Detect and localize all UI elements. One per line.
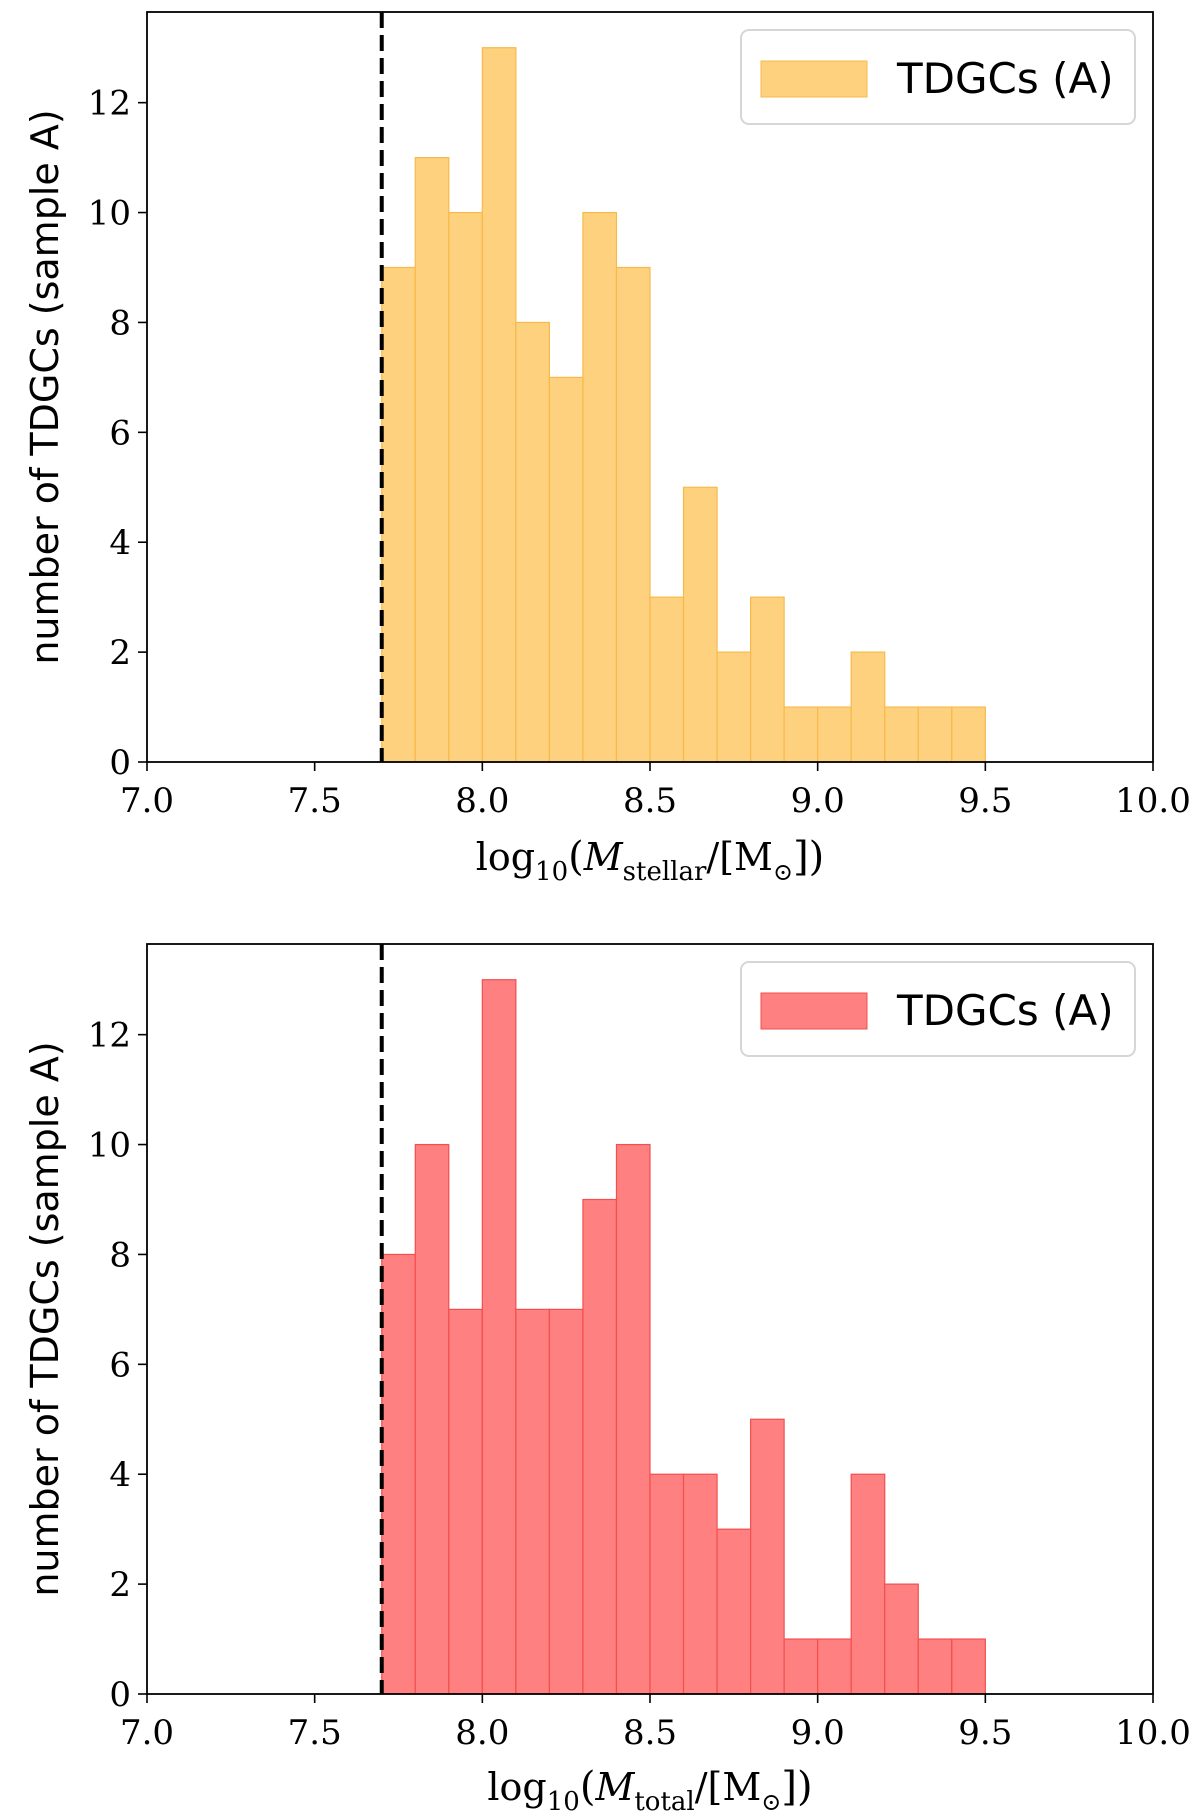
histogram-bar [917, 1638, 953, 1695]
histogram-bar [850, 651, 886, 763]
histogram-bar [783, 1638, 819, 1695]
histogram-bar [515, 321, 550, 763]
histogram-bar [682, 486, 718, 763]
histogram-bar [649, 1473, 685, 1695]
histogram-bar [448, 1308, 483, 1695]
histogram-bar [414, 157, 450, 763]
x-axis-label: log10(Mtotal/[M⊙]) [487, 1764, 812, 1816]
y-tick-label: 8 [109, 303, 131, 343]
x-tick-label: 9.5 [958, 781, 1012, 821]
histogram-bar [951, 706, 986, 763]
y-tick-label: 10 [88, 194, 131, 234]
y-tick-label: 10 [88, 1126, 131, 1166]
x-tick-label: 9.0 [791, 781, 845, 821]
histogram-bar [649, 596, 685, 763]
histogram-bar [414, 1143, 450, 1695]
y-tick-label: 4 [109, 523, 131, 563]
histogram-bar [515, 1308, 550, 1695]
histogram-bar [817, 1638, 852, 1695]
histogram-bar [381, 266, 416, 763]
y-axis-label: number of TDGCs (sample A) [23, 109, 67, 664]
y-tick-label: 6 [109, 413, 131, 453]
legend-box [740, 961, 1136, 1057]
legend-label: TDGCs (A) [896, 986, 1114, 1035]
y-tick-label: 8 [109, 1235, 131, 1275]
x-tick-label: 8.5 [623, 1713, 677, 1753]
histogram-bar [615, 266, 651, 763]
histogram-bar [682, 1473, 718, 1695]
histogram-bar [783, 706, 819, 763]
y-tick-label: 4 [109, 1455, 131, 1495]
histogram-bar [448, 211, 483, 763]
histogram-bar [749, 596, 785, 763]
histogram-bar [481, 47, 517, 763]
legend-box [740, 29, 1136, 125]
y-tick-label: 12 [88, 84, 131, 124]
x-tick-label: 7.5 [288, 1713, 342, 1753]
x-tick-label: 10.0 [1115, 1713, 1191, 1753]
chart-panel-1: 7.0 7.5 8.0 8.5 9.0 9.5 10.0 0 2 4 6 8 10 12 number of… [23, 11, 1191, 887]
histogram-bar [817, 706, 852, 763]
histogram-bar [749, 1418, 785, 1695]
y-tick-label: 2 [109, 633, 131, 673]
y-tick-label: 12 [88, 1016, 131, 1056]
x-tick-label: 8.0 [455, 781, 509, 821]
legend-label: TDGCs (A) [896, 54, 1114, 103]
x-tick-label: 9.5 [958, 1713, 1012, 1753]
histogram-bar [615, 1143, 651, 1695]
histogram-bar [481, 979, 517, 1695]
histogram-bar [884, 1583, 919, 1695]
x-tick-label: 8.0 [455, 1713, 509, 1753]
x-tick-label: 7.5 [288, 781, 342, 821]
y-tick-label: 0 [109, 743, 131, 783]
chart-panel-2: 7.0 7.5 8.0 8.5 9.0 9.5 10.0 0 2 4 6 8 10 12 number of… [23, 943, 1191, 1816]
y-tick-label: 0 [109, 1675, 131, 1715]
x-axis-label: log10(Mstellar/[M⊙]) [476, 834, 825, 887]
y-axis-label: number of TDGCs (sample A) [23, 1041, 67, 1596]
histogram-bar [951, 1638, 986, 1695]
histogram-bar [582, 211, 618, 763]
histogram-bar [716, 1528, 752, 1695]
histogram-bar [548, 1308, 584, 1695]
histogram-bar [884, 706, 919, 763]
legend-swatch [760, 992, 868, 1030]
x-tick-label: 7.0 [120, 1713, 174, 1753]
x-tick-label: 7.0 [120, 781, 174, 821]
legend-swatch [760, 60, 868, 98]
x-tick-label: 10.0 [1115, 781, 1191, 821]
x-tick-label: 8.5 [623, 781, 677, 821]
x-tick-label: 9.0 [791, 1713, 845, 1753]
y-tick-label: 6 [109, 1345, 131, 1385]
histogram-bar [850, 1473, 886, 1695]
histogram-bar [548, 376, 584, 763]
histogram-bar [582, 1198, 618, 1695]
histogram-bar [381, 1253, 416, 1695]
histogram-bar [917, 706, 953, 763]
y-tick-label: 2 [109, 1565, 131, 1605]
histogram-bar [716, 651, 752, 763]
